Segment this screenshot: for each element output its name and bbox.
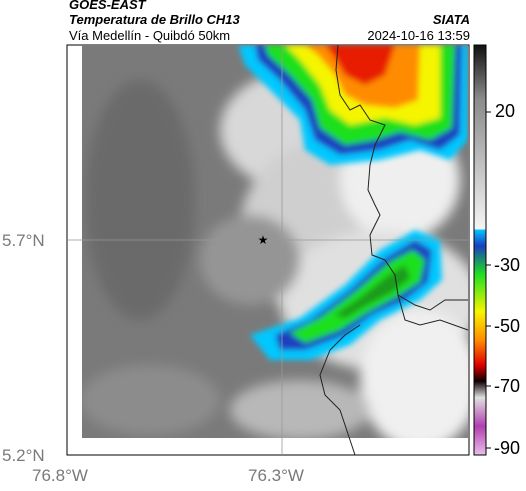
location-star-icon: ★ xyxy=(258,233,269,247)
colorbar-tick-label: -50 xyxy=(494,316,521,336)
colorbar-ticks xyxy=(486,111,491,449)
boundary-line-2 xyxy=(397,294,469,331)
colorbar-tick-label: -70 xyxy=(494,376,521,396)
colorbar-tick-label: -30 xyxy=(494,255,521,275)
satellite-name: GOES-EAST xyxy=(69,0,146,12)
colorbar xyxy=(473,44,487,456)
lon-tick-label: 76.8°W xyxy=(32,466,88,485)
datetime-label: 2024-10-16 13:59 xyxy=(367,28,470,43)
lon-tick-label: 76.3°W xyxy=(248,466,304,485)
boundary-line-3 xyxy=(319,324,361,456)
boundary-line xyxy=(335,44,468,311)
product-title: Temperatura de Brillo CH13 xyxy=(69,12,240,27)
colorbar-tick-label: 20 xyxy=(495,101,516,121)
colorbar-tick-label: -90 xyxy=(494,438,521,458)
imagery xyxy=(82,45,468,438)
organization-label: SIATA xyxy=(432,12,470,27)
lat-tick-label: 5.7°N xyxy=(2,231,45,250)
lat-tick-label: 5.2°N xyxy=(2,446,45,465)
area-label: Vía Medellín - Quibdó 50km xyxy=(69,28,231,43)
